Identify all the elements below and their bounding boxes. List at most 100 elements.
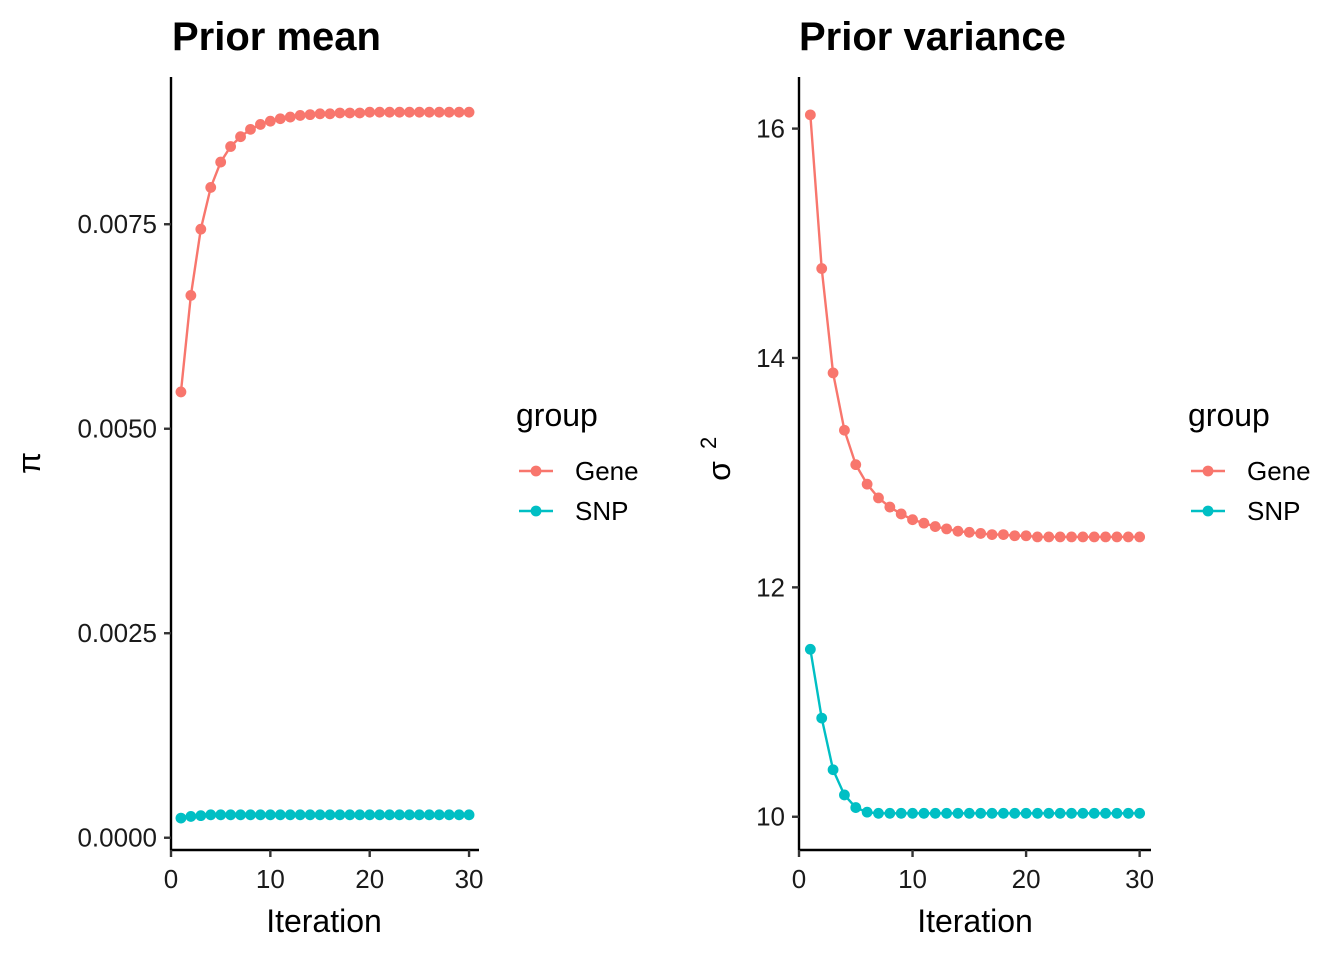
data-point-snp xyxy=(952,807,964,819)
data-point-snp xyxy=(304,809,316,821)
data-point-gene xyxy=(413,106,425,118)
data-point-snp xyxy=(245,809,256,821)
data-point-gene xyxy=(997,529,1009,541)
data-point-snp xyxy=(850,802,862,813)
data-point-gene xyxy=(850,459,862,471)
series-line-snp xyxy=(809,649,1140,815)
chart-title: Prior variance xyxy=(799,15,1066,59)
series-line-gene xyxy=(179,110,470,393)
data-point-gene xyxy=(873,492,884,504)
data-point-snp xyxy=(816,712,828,724)
data-point-gene xyxy=(384,106,395,118)
data-point-gene xyxy=(986,529,998,541)
axis-ticks: 10 12 14 16 0 10 20 30 xyxy=(756,114,1154,894)
data-point-snp xyxy=(1077,807,1089,819)
y-tick-label: 0.0025 xyxy=(77,618,157,648)
data-point-snp xyxy=(423,809,435,821)
data-point-gene xyxy=(463,106,475,118)
y-tick-label: 0.0050 xyxy=(77,414,157,444)
plot-marks xyxy=(804,109,1146,819)
data-point-snp xyxy=(929,807,941,819)
data-point-snp xyxy=(1066,807,1077,819)
data-point-gene xyxy=(941,523,953,535)
legend-label-snp: SNP xyxy=(1247,496,1300,526)
data-point-snp xyxy=(975,807,987,819)
y-tick-label: 10 xyxy=(756,802,785,832)
data-point-gene xyxy=(1043,531,1055,543)
data-point-gene xyxy=(1009,530,1021,542)
plot-marks xyxy=(175,106,475,824)
data-point-snp xyxy=(225,809,237,821)
data-point-snp xyxy=(324,809,336,821)
data-point-gene xyxy=(1077,531,1089,543)
y-axis-title-superscript: 2 xyxy=(696,437,721,449)
data-point-gene xyxy=(895,508,907,520)
data-point-gene xyxy=(963,526,975,538)
y-axis-title: π xyxy=(11,452,47,474)
data-point-snp xyxy=(344,809,356,821)
legend-label-snp: SNP xyxy=(575,496,628,526)
data-point-snp xyxy=(384,809,395,821)
x-tick-label: 20 xyxy=(355,864,384,894)
legend-key-point-gene xyxy=(1202,465,1214,477)
data-point-snp xyxy=(294,809,306,821)
data-point-snp xyxy=(205,809,217,821)
data-point-gene xyxy=(443,106,455,118)
data-point-gene xyxy=(1020,530,1032,542)
data-point-snp xyxy=(463,809,475,821)
y-tick-label: 14 xyxy=(756,343,785,373)
data-point-gene xyxy=(1054,531,1066,543)
data-point-snp xyxy=(895,807,907,819)
data-point-snp xyxy=(413,809,425,821)
data-point-snp xyxy=(274,809,286,821)
data-point-gene xyxy=(907,514,918,526)
data-point-snp xyxy=(918,807,930,819)
data-point-gene xyxy=(284,111,296,123)
data-point-snp xyxy=(804,643,816,655)
legend-label-gene: Gene xyxy=(1247,456,1311,486)
data-point-gene xyxy=(952,525,964,537)
data-point-gene xyxy=(294,110,306,121)
data-point-gene xyxy=(264,115,276,127)
data-point-gene xyxy=(839,424,850,436)
data-point-snp xyxy=(1043,807,1055,819)
data-point-gene xyxy=(235,131,246,143)
data-point-snp xyxy=(1111,807,1123,819)
data-point-gene xyxy=(354,107,366,119)
legend: group Gene SNP xyxy=(1188,397,1311,526)
data-point-snp xyxy=(185,811,197,822)
data-point-gene xyxy=(374,106,386,118)
data-point-snp xyxy=(255,809,266,821)
data-point-gene xyxy=(304,109,316,121)
data-point-snp xyxy=(861,806,873,818)
data-point-gene xyxy=(255,119,266,130)
data-point-gene xyxy=(314,108,326,120)
data-point-snp xyxy=(1122,807,1134,819)
data-point-gene xyxy=(861,478,873,490)
x-tick-label: 10 xyxy=(898,864,927,894)
data-point-gene xyxy=(274,113,286,125)
legend-key-point-snp xyxy=(530,505,542,517)
data-point-snp xyxy=(453,809,465,821)
data-point-gene xyxy=(245,123,256,135)
y-axis-title-group: σ 2 xyxy=(696,437,737,481)
data-point-gene xyxy=(804,109,816,121)
x-tick-label: 20 xyxy=(1012,864,1041,894)
legend-key-point-gene xyxy=(530,465,542,477)
data-point-snp xyxy=(986,807,998,819)
data-point-gene xyxy=(185,290,197,301)
y-tick-label: 0.0000 xyxy=(77,823,157,853)
data-point-snp xyxy=(195,810,207,822)
y-tick-label: 12 xyxy=(756,572,785,602)
legend: group Gene SNP xyxy=(516,397,639,526)
data-point-snp xyxy=(873,807,884,819)
data-point-gene xyxy=(929,521,941,532)
data-point-snp xyxy=(1020,807,1032,819)
legend-label-gene: Gene xyxy=(575,456,639,486)
x-tick-label: 0 xyxy=(792,864,806,894)
data-point-snp xyxy=(354,809,366,821)
data-point-snp xyxy=(334,809,346,821)
data-point-gene xyxy=(884,501,896,513)
